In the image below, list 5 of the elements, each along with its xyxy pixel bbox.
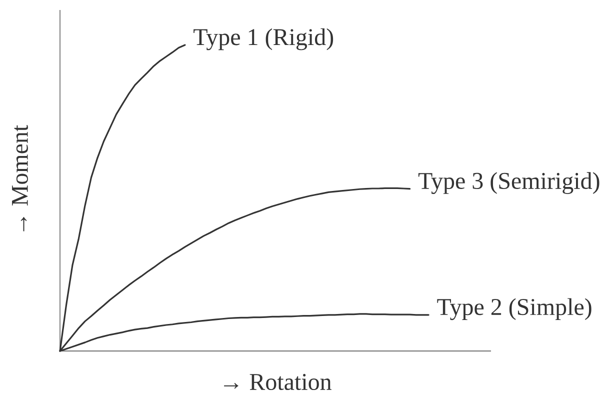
- series-label: Type 2 (Simple): [437, 298, 592, 320]
- series-label: Type 3 (Semirigid): [418, 172, 600, 194]
- x-axis-title: → Rotation: [224, 374, 332, 390]
- y-axis-title: → Moment: [12, 124, 28, 232]
- series-label: Type 1 (Rigid): [194, 28, 334, 50]
